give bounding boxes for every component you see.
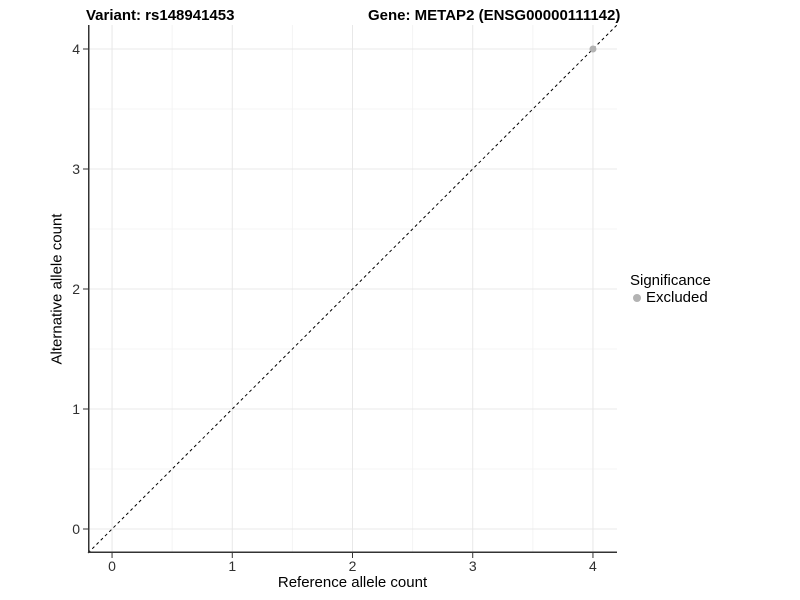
legend-entry-excluded: Excluded xyxy=(630,289,711,306)
x-tick-label: 3 xyxy=(468,558,477,574)
y-tick-label: 2 xyxy=(72,281,80,297)
legend: Significance Excluded xyxy=(630,272,711,306)
x-tick-label: 1 xyxy=(228,558,237,574)
x-tick-label: 0 xyxy=(108,558,116,574)
y-tick-label: 1 xyxy=(72,401,80,417)
legend-entry-label: Excluded xyxy=(646,289,708,306)
y-tick-label: 4 xyxy=(72,41,80,57)
plot-canvas xyxy=(83,24,618,558)
legend-title: Significance xyxy=(630,272,711,289)
x-axis-title: Reference allele count xyxy=(277,574,428,591)
x-tick-label: 2 xyxy=(348,558,357,574)
legend-point-icon xyxy=(633,293,641,302)
x-tick-label: 4 xyxy=(589,558,597,574)
plot-panel xyxy=(83,24,618,558)
plot-title-gene: Gene: METAP2 (ENSG00000111142) xyxy=(368,7,621,24)
data-point xyxy=(589,45,597,53)
identity-dashed-line xyxy=(87,24,618,554)
y-tick-label: 0 xyxy=(72,521,80,537)
y-tick-label: 3 xyxy=(72,161,80,177)
plot-title-variant: Variant: rs148941453 xyxy=(86,7,235,24)
